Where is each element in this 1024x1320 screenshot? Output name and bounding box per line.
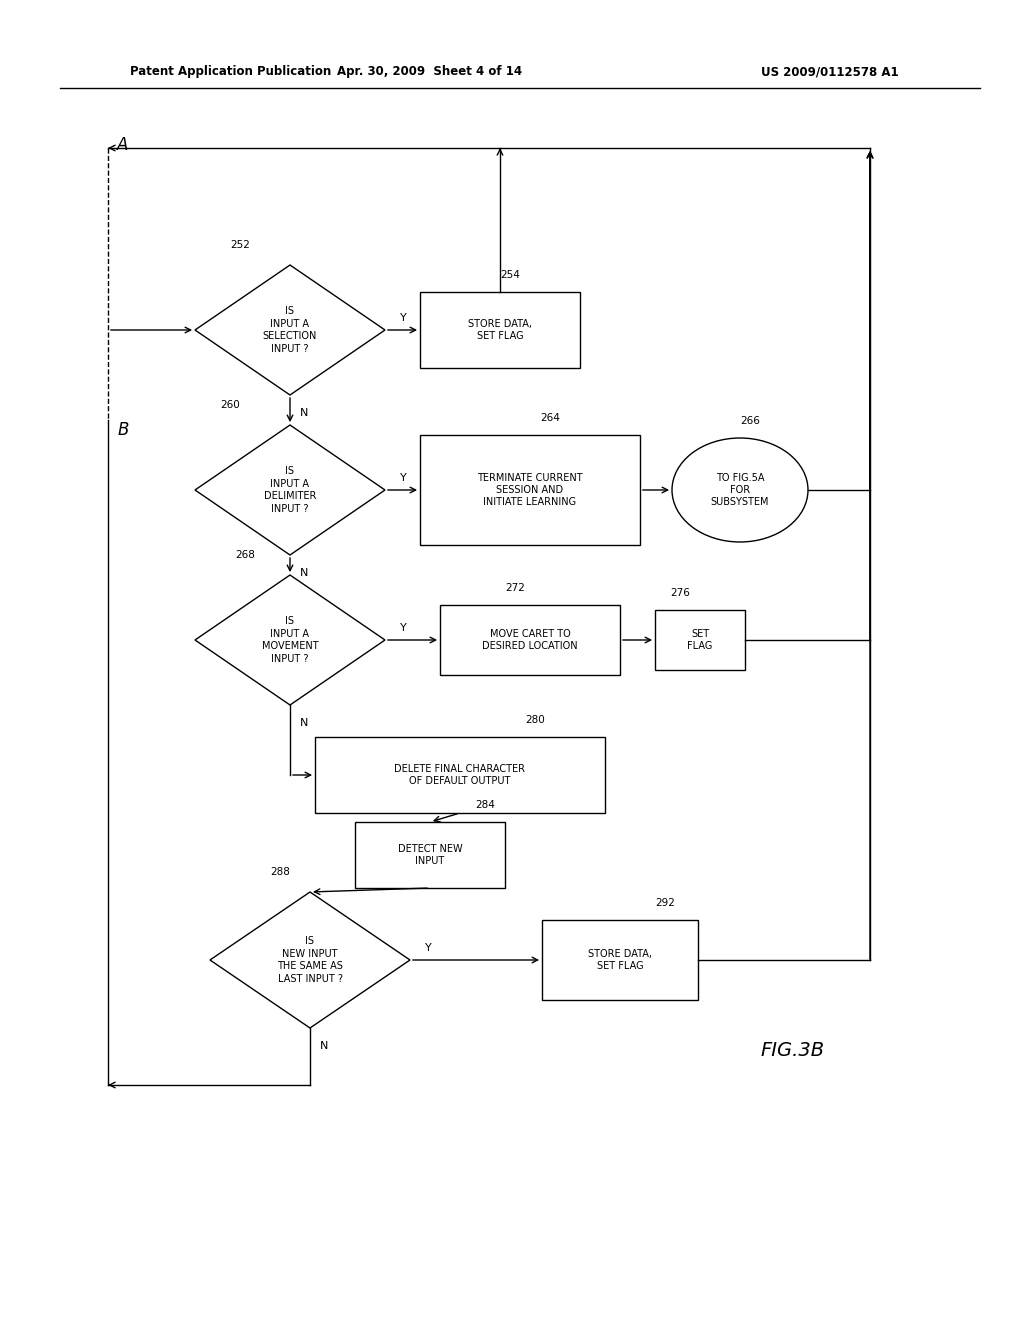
Bar: [355, 822, 505, 888]
Text: 288: 288: [270, 867, 290, 876]
Text: FIG.3B: FIG.3B: [760, 1040, 824, 1060]
Bar: [655, 610, 745, 671]
Bar: [440, 605, 620, 675]
Text: IS
INPUT A
MOVEMENT
INPUT ?: IS INPUT A MOVEMENT INPUT ?: [262, 616, 318, 664]
Text: 276: 276: [670, 587, 690, 598]
Text: 280: 280: [525, 715, 545, 725]
Text: 254: 254: [500, 271, 520, 280]
Bar: [542, 920, 698, 1001]
Text: TO FIG.5A
FOR
SUBSYSTEM: TO FIG.5A FOR SUBSYSTEM: [711, 473, 769, 507]
Text: STORE DATA,
SET FLAG: STORE DATA, SET FLAG: [588, 949, 652, 972]
Text: Patent Application Publication: Patent Application Publication: [130, 66, 331, 78]
Text: IS
INPUT A
DELIMITER
INPUT ?: IS INPUT A DELIMITER INPUT ?: [264, 466, 316, 513]
Bar: [420, 292, 580, 368]
Text: A: A: [118, 136, 129, 154]
Text: 284: 284: [475, 800, 495, 810]
Text: MOVE CARET TO
DESIRED LOCATION: MOVE CARET TO DESIRED LOCATION: [482, 628, 578, 651]
Text: Y: Y: [399, 623, 407, 634]
Text: Y: Y: [399, 313, 407, 323]
Text: DETECT NEW
INPUT: DETECT NEW INPUT: [397, 843, 462, 866]
Text: B: B: [118, 421, 129, 440]
Text: N: N: [300, 568, 308, 578]
Bar: [420, 436, 640, 545]
Text: STORE DATA,
SET FLAG: STORE DATA, SET FLAG: [468, 319, 532, 341]
Text: 252: 252: [230, 240, 250, 249]
Text: 264: 264: [540, 413, 560, 422]
Text: US 2009/0112578 A1: US 2009/0112578 A1: [761, 66, 899, 78]
Text: 272: 272: [505, 583, 525, 593]
Text: 260: 260: [220, 400, 240, 411]
Text: 292: 292: [655, 898, 675, 908]
Text: Y: Y: [399, 473, 407, 483]
Text: N: N: [300, 718, 308, 729]
Text: N: N: [319, 1041, 328, 1051]
Text: DELETE FINAL CHARACTER
OF DEFAULT OUTPUT: DELETE FINAL CHARACTER OF DEFAULT OUTPUT: [394, 764, 525, 787]
Text: Y: Y: [425, 942, 431, 953]
Text: IS
INPUT A
SELECTION
INPUT ?: IS INPUT A SELECTION INPUT ?: [263, 306, 317, 354]
Text: TERMINATE CURRENT
SESSION AND
INITIATE LEARNING: TERMINATE CURRENT SESSION AND INITIATE L…: [477, 473, 583, 507]
Text: IS
NEW INPUT
THE SAME AS
LAST INPUT ?: IS NEW INPUT THE SAME AS LAST INPUT ?: [278, 936, 343, 983]
Text: 266: 266: [740, 416, 760, 426]
Text: N: N: [300, 408, 308, 418]
Bar: [315, 737, 605, 813]
Text: Apr. 30, 2009  Sheet 4 of 14: Apr. 30, 2009 Sheet 4 of 14: [338, 66, 522, 78]
Text: SET
FLAG: SET FLAG: [687, 628, 713, 651]
Text: 268: 268: [236, 550, 255, 560]
